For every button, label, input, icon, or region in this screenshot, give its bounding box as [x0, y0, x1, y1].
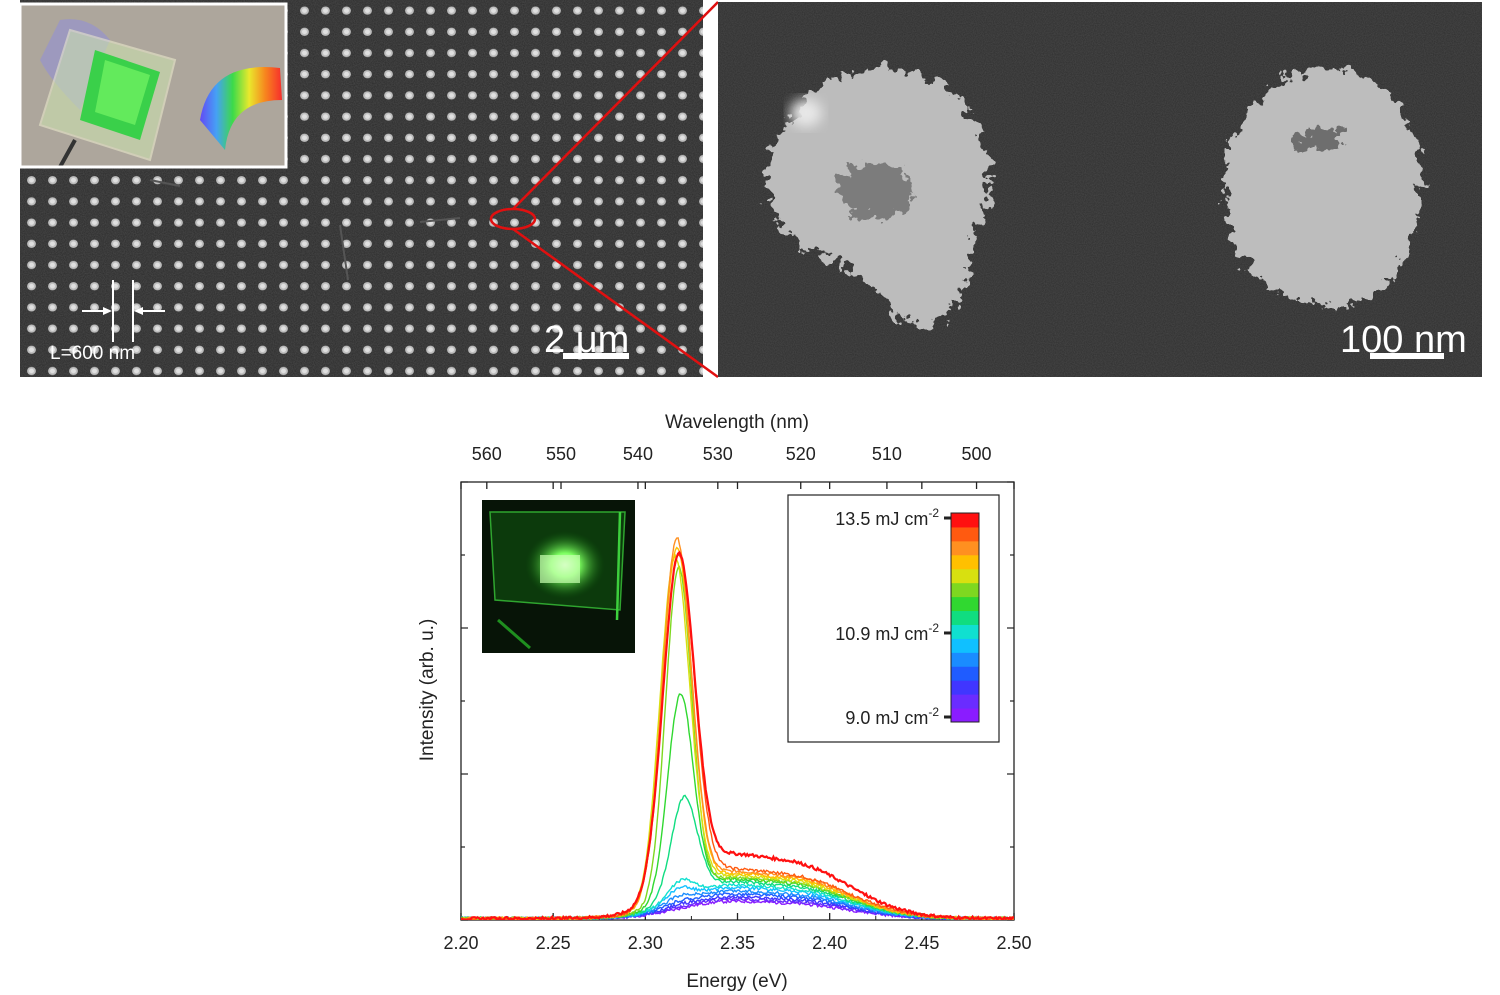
bottom-tick-label: 2.50	[996, 933, 1031, 953]
bottom-tick-label: 2.25	[536, 933, 571, 953]
sample-photo-inset	[18, 2, 288, 169]
colorbar-cell	[951, 513, 979, 528]
top-tick-label: 550	[546, 444, 576, 464]
top-tick-label: 520	[786, 444, 816, 464]
emission-spectrum-chart: Wavelength (nm) Energy (eV) Intensity (a…	[417, 412, 1032, 992]
bottom-axis-title: Energy (eV)	[686, 971, 787, 992]
top-axis: 560 550 540 530 520 510 500	[472, 444, 992, 489]
colorbar-cell	[951, 652, 979, 667]
top-tick-label: 500	[962, 444, 992, 464]
colorbar-cell	[951, 610, 979, 625]
bottom-tick-label: 2.20	[443, 933, 478, 953]
colorbar-cell	[951, 680, 979, 695]
colorbar-cell	[951, 582, 979, 598]
top-tick-label: 530	[703, 444, 733, 464]
colorbar-frame	[950, 512, 980, 723]
colorbar-label: 9.0 mJ cm-2	[845, 705, 939, 728]
colorbar	[950, 512, 980, 723]
nanopillar-right	[1223, 68, 1421, 307]
colorbar-cell	[951, 526, 979, 542]
bottom-tick-label: 2.45	[904, 933, 939, 953]
sem-image-nanopillar-array: L=600 nm 2 μm	[18, 0, 703, 377]
top-tick-label: 510	[872, 444, 902, 464]
period-marker: L=600 nm	[50, 280, 165, 364]
zoom-connector-lines	[512, 1, 719, 379]
colorbar-label: 10.9 mJ cm-2	[835, 621, 939, 644]
colorbar-cell	[951, 568, 979, 584]
emission-photo-inset	[482, 500, 635, 653]
spectrum-line	[461, 550, 1014, 920]
colorbar-cell	[951, 596, 979, 612]
bottom-tick-label: 2.30	[628, 933, 663, 953]
top-tick-label: 560	[472, 444, 502, 464]
nanopillar-left	[768, 68, 990, 325]
colorbar-labels: 13.5 mJ cm-2 10.9 mJ cm-2 9.0 mJ cm-2	[835, 506, 951, 728]
bottom-tick-label: 2.35	[720, 933, 755, 953]
y-axis-title: Intensity (arb. u.)	[417, 619, 438, 762]
scale-bar-100nm: 100 nm	[1340, 319, 1467, 361]
spectrum-curves	[461, 537, 1014, 920]
bottom-axis: 2.20 2.25 2.30 2.35 2.40 2.45 2.50	[443, 482, 1032, 953]
colorbar-cell	[951, 694, 979, 709]
period-label: L=600 nm	[50, 343, 135, 364]
colorbar-cell	[951, 638, 979, 653]
bottom-tick-label: 2.40	[812, 933, 847, 953]
colorbar-label: 13.5 mJ cm-2	[835, 506, 939, 529]
colorbar-cell	[951, 624, 979, 639]
top-axis-title: Wavelength (nm)	[665, 412, 809, 433]
top-tick-label: 540	[623, 444, 653, 464]
colorbar-cell	[951, 708, 979, 723]
colorbar-cell	[951, 666, 979, 681]
scale-bar-2um: 2 μm	[544, 319, 629, 361]
colorbar-cell	[951, 540, 979, 556]
fluence-colorbar-legend: 13.5 mJ cm-2 10.9 mJ cm-2 9.0 mJ cm-2	[787, 494, 1000, 743]
colorbar-cell	[951, 554, 979, 570]
sem-image-nanopillar-closeup: 100 nm	[718, 2, 1482, 377]
